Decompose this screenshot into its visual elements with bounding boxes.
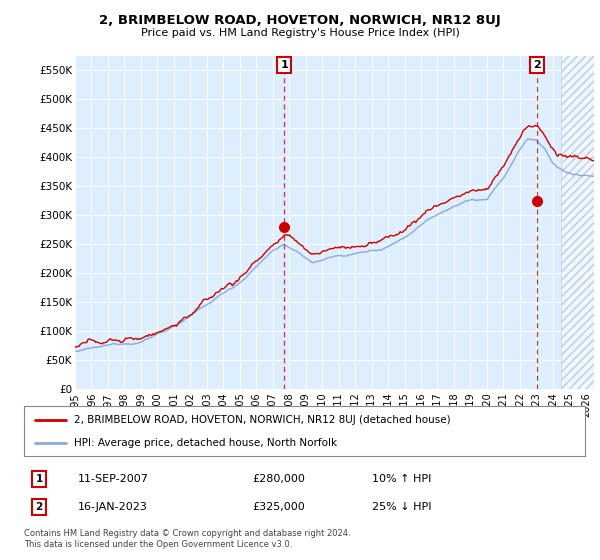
- Text: 2: 2: [533, 60, 541, 69]
- Text: 25% ↓ HPI: 25% ↓ HPI: [372, 502, 431, 512]
- Text: 10% ↑ HPI: 10% ↑ HPI: [372, 474, 431, 484]
- Text: £280,000: £280,000: [252, 474, 305, 484]
- Text: Price paid vs. HM Land Registry's House Price Index (HPI): Price paid vs. HM Land Registry's House …: [140, 28, 460, 38]
- Text: 2, BRIMBELOW ROAD, HOVETON, NORWICH, NR12 8UJ (detached house): 2, BRIMBELOW ROAD, HOVETON, NORWICH, NR1…: [74, 414, 451, 424]
- Text: 2, BRIMBELOW ROAD, HOVETON, NORWICH, NR12 8UJ: 2, BRIMBELOW ROAD, HOVETON, NORWICH, NR1…: [99, 14, 501, 27]
- Text: £325,000: £325,000: [252, 502, 305, 512]
- Text: 16-JAN-2023: 16-JAN-2023: [78, 502, 148, 512]
- Text: HPI: Average price, detached house, North Norfolk: HPI: Average price, detached house, Nort…: [74, 438, 338, 448]
- Text: 11-SEP-2007: 11-SEP-2007: [78, 474, 149, 484]
- Text: Contains HM Land Registry data © Crown copyright and database right 2024.
This d: Contains HM Land Registry data © Crown c…: [24, 529, 350, 549]
- Text: 2: 2: [35, 502, 43, 512]
- Text: 1: 1: [280, 60, 288, 69]
- Text: 1: 1: [35, 474, 43, 484]
